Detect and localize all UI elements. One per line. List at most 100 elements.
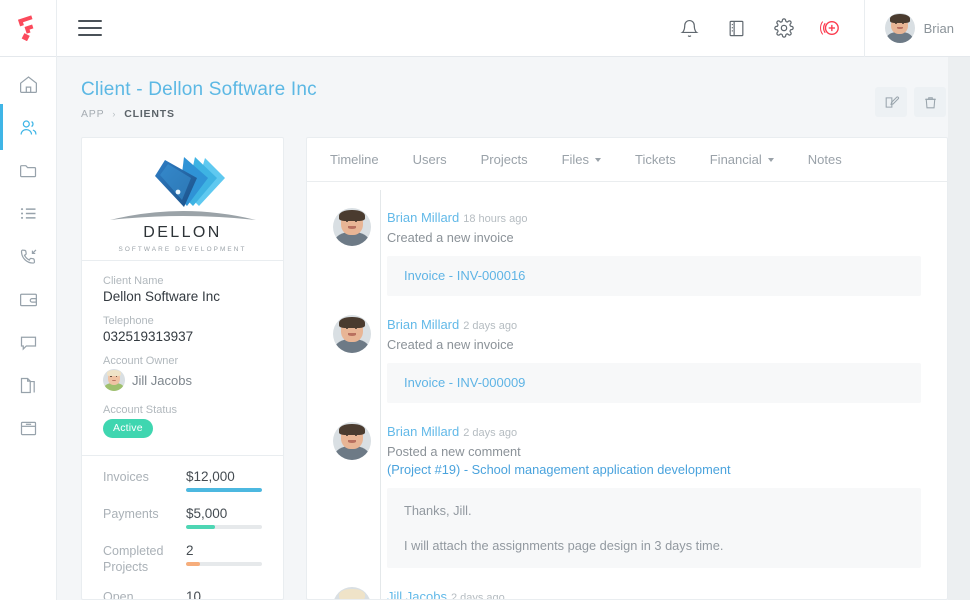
stat-right: 2	[186, 543, 262, 566]
page-header: Client - Dellon Software Inc APP › CLIEN…	[57, 57, 970, 120]
sidebar-item-home[interactable]	[0, 71, 57, 97]
stat-progress-track	[186, 562, 262, 566]
timeline-item-meta: Brian Millard 2 days ago	[387, 316, 921, 335]
stat-right: $12,000	[186, 469, 262, 492]
client-detail-panel: Timeline Users Projects Files Tickets Fi…	[306, 137, 948, 600]
sidebar-item-messages[interactable]	[0, 329, 57, 355]
tab-users[interactable]: Users	[396, 138, 464, 182]
timeline-project-link[interactable]: (Project #19) - School management applic…	[387, 462, 731, 477]
wallet-icon	[19, 293, 37, 306]
card-divider	[82, 260, 283, 261]
home-icon	[19, 75, 37, 93]
client-summary-card: DELLON SOFTWARE DEVELOPMENT Client Name …	[81, 137, 284, 600]
sidebar-item-invoices[interactable]	[0, 286, 57, 312]
stat-progress-fill	[186, 525, 215, 529]
stat-row: Invoices $12,000	[103, 469, 262, 492]
chevron-down-icon	[595, 157, 602, 162]
breadcrumb-separator-icon: ›	[112, 109, 117, 119]
top-bar: Brian	[0, 0, 970, 57]
tab-notes[interactable]: Notes	[791, 138, 859, 182]
folder-icon	[19, 164, 36, 177]
tab-financial[interactable]: Financial	[693, 138, 791, 182]
tab-files[interactable]: Files	[545, 138, 618, 182]
status-badge: Active	[103, 419, 153, 438]
breadcrumb-clients[interactable]: CLIENTS	[124, 108, 175, 120]
stat-right: 10	[186, 589, 262, 600]
timeline-user[interactable]: Brian Millard	[387, 424, 460, 439]
comment-line: I will attach the assignments page desig…	[404, 538, 724, 553]
timeline-item-meta: Brian Millard 2 days ago	[387, 423, 921, 442]
avatar	[333, 315, 371, 353]
telephone-label: Telephone	[103, 315, 154, 327]
client-name-label: Client Name	[103, 275, 164, 287]
stat-label: Invoices	[103, 470, 149, 484]
stat-row: Open Projects 10	[103, 589, 262, 600]
timeline-time: 2 days ago	[450, 592, 505, 599]
tab-timeline[interactable]: Timeline	[313, 138, 396, 182]
stat-label: Open Projects	[103, 590, 134, 600]
sidebar-item-tasks[interactable]	[0, 200, 57, 226]
add-circle-icon[interactable]	[819, 17, 842, 39]
gear-icon[interactable]	[773, 17, 795, 39]
hamburger-icon	[78, 20, 102, 36]
sidebar-item-projects[interactable]	[0, 157, 57, 183]
breadcrumb-app[interactable]: APP	[81, 108, 105, 120]
timeline-card[interactable]: Invoice - INV-000009	[387, 363, 921, 403]
tab-label: Users	[412, 152, 447, 167]
book-icon[interactable]	[726, 17, 748, 39]
timeline-user[interactable]: Jill Jacobs	[387, 589, 447, 599]
list-icon	[20, 207, 35, 219]
timeline-item-body: Brian Millard 2 days ago Posted a new com…	[387, 422, 921, 568]
tab-tickets[interactable]: Tickets	[618, 138, 693, 182]
timeline-item: Brian Millard 2 days ago Posted a new com…	[333, 422, 921, 568]
delete-client-button[interactable]	[914, 87, 946, 117]
client-logo: DELLON SOFTWARE DEVELOPMENT	[82, 138, 283, 260]
chat-icon	[20, 336, 36, 351]
tab-projects[interactable]: Projects	[464, 138, 545, 182]
timeline-item: Brian Millard 18 hours ago Created a new …	[333, 208, 921, 296]
sidebar-item-clients[interactable]	[0, 104, 57, 150]
avatar	[333, 587, 371, 599]
sidebar-item-calls[interactable]	[0, 243, 57, 269]
edit-client-button[interactable]	[875, 87, 907, 117]
breadcrumb: APP › CLIENTS	[81, 108, 875, 120]
invoice-link[interactable]: Invoice - INV-000009	[404, 375, 526, 390]
avatar	[333, 422, 371, 460]
timeline-card[interactable]: Invoice - INV-000016	[387, 256, 921, 296]
menu-toggle-button[interactable]	[57, 20, 102, 36]
page-header-left: Client - Dellon Software Inc APP › CLIEN…	[81, 79, 875, 120]
tab-label: Tickets	[635, 152, 676, 167]
avatar	[103, 369, 125, 391]
stat-label: Payments	[103, 507, 159, 521]
timeline-card: Thanks, Jill. I will attach the assignme…	[387, 488, 921, 568]
client-info: Client Name Dellon Software Inc Telephon…	[82, 261, 283, 455]
phone-incoming-icon	[20, 248, 36, 264]
account-owner-label: Account Owner	[103, 355, 179, 367]
timeline-user[interactable]: Brian Millard	[387, 210, 460, 225]
app-logo[interactable]	[0, 0, 57, 57]
box-icon	[20, 421, 36, 435]
tab-label: Timeline	[330, 152, 379, 167]
tab-label: Notes	[807, 152, 842, 167]
stat-value: $5,000	[186, 506, 228, 521]
client-logo-name: DELLON	[143, 223, 222, 241]
bell-icon[interactable]	[679, 17, 701, 39]
user-menu[interactable]: Brian	[863, 0, 970, 57]
sidebar-item-files[interactable]	[0, 372, 57, 398]
timeline-time: 18 hours ago	[463, 213, 528, 225]
stat-value: $12,000	[186, 469, 235, 484]
tab-label: Projects	[480, 152, 528, 167]
timeline-list[interactable]: Brian Millard 18 hours ago Created a new …	[307, 182, 947, 599]
account-owner-value[interactable]: Jill Jacobs	[103, 369, 262, 391]
timeline-item-meta: Brian Millard 18 hours ago	[387, 209, 921, 228]
invoice-link[interactable]: Invoice - INV-000016	[404, 268, 526, 283]
sidebar-item-archive[interactable]	[0, 415, 57, 441]
users-icon	[20, 119, 37, 135]
page-right-margin	[948, 57, 970, 600]
timeline-user[interactable]: Brian Millard	[387, 317, 460, 332]
user-name: Brian	[923, 20, 954, 36]
tab-label: Files	[561, 152, 590, 167]
stat-value: 10	[186, 589, 202, 600]
